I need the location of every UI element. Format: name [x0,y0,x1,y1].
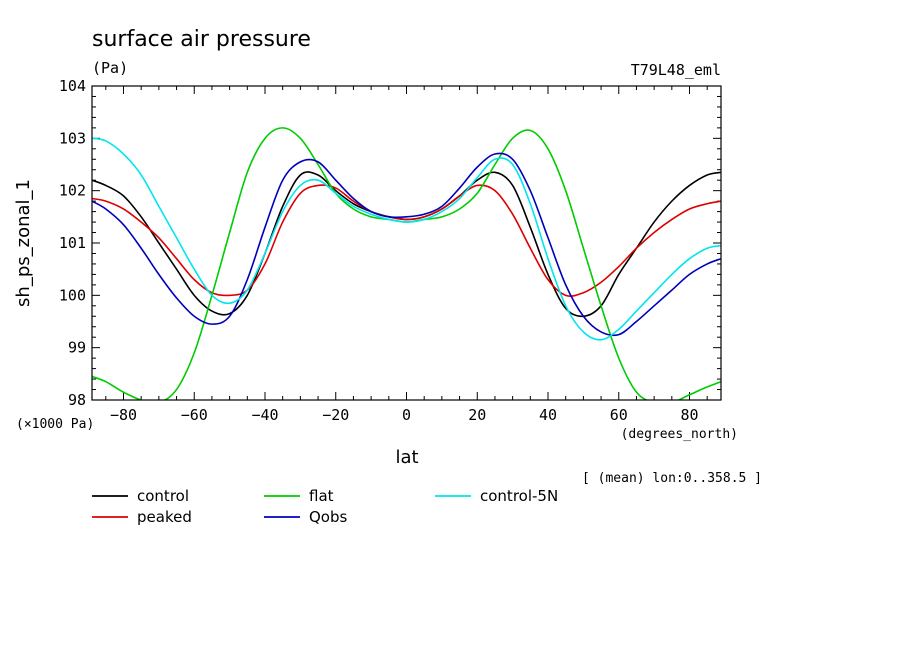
plot-frame [91,85,722,401]
series-line-control-5n [92,137,721,341]
y-tick-label: 103 [59,129,86,147]
series-line-flat [92,127,721,400]
legend-label-control-5n: control-5N [480,487,558,505]
x-axis-label: lat [395,447,418,468]
y-tick-label: 98 [68,391,86,409]
legend-label-flat: flat [309,487,334,505]
legend: control peaked flat Qobs control-5N [92,487,558,526]
legend-label-control: control [137,487,189,505]
y-tick-label: 104 [59,77,86,95]
chart-units: (Pa) [92,59,128,77]
y-tick-label: 102 [59,182,86,200]
x-units-label: (degrees_north) [621,427,738,442]
x-tick-label: 20 [468,406,486,424]
run-label: T79L48_eml [631,61,721,79]
tick-labels: −80 −60 −40 −20 0 20 40 60 80 98 99 100 101 102 103 104 [59,77,699,424]
series-line-qobs [92,152,721,337]
axis-ticks [92,85,721,401]
footnote: [ (mean) lon:0..358.5 ] [582,471,762,486]
y-tick-label: 100 [59,286,86,304]
legend-label-qobs: Qobs [309,508,348,526]
chart-title: surface air pressure [92,27,311,52]
series-lines [92,127,721,400]
series-line-peaked [92,184,721,297]
legend-label-peaked: peaked [137,508,192,526]
x-tick-label: 40 [539,406,557,424]
x-tick-label: −40 [251,406,278,424]
x-tick-label: 60 [610,406,628,424]
x-tick-label: −80 [110,406,137,424]
y-axis-label: sh_ps_zonal_1 [13,179,34,307]
y-tick-label: 99 [68,339,86,357]
series-line-control [92,171,721,318]
x-tick-label: 0 [402,406,411,424]
x-tick-label: −20 [322,406,349,424]
x-tick-label: −60 [181,406,208,424]
y-tick-label: 101 [59,234,86,252]
y-multiplier-label: (×1000 Pa) [16,417,94,432]
x-tick-label: 80 [680,406,698,424]
